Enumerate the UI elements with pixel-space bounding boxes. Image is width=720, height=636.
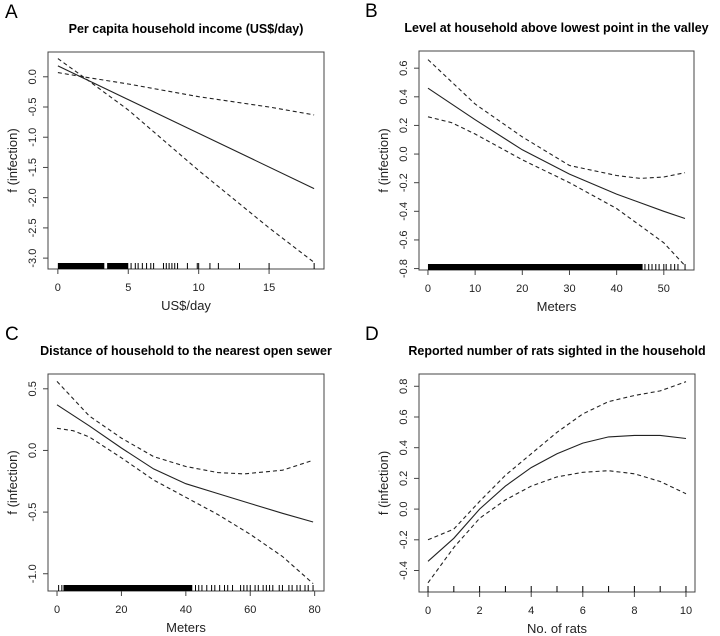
confidence-band-line [56,381,314,475]
panel-label: D [365,324,379,345]
x-axis-label: Meters [537,299,577,314]
fit-line [56,404,314,523]
y-tick-label: -0.2 [398,173,410,192]
panel-title: Level at household above lowest point in… [404,21,708,35]
x-tick-label: 0 [55,282,61,294]
confidence-band-line [427,116,686,267]
y-tick-label: 0.6 [398,409,410,424]
x-tick-label: 20 [516,283,528,295]
panel-A: A Per capita household income (US$/day) 0 5… [5,2,325,313]
y-axis-label: f (infection) [376,451,391,515]
x-tick-label: 20 [115,604,127,616]
y-tick-label: 0.0 [27,443,39,458]
confidence-band-line [57,58,315,263]
y-tick-label: -0.8 [398,259,410,278]
y-tick-label: -0.4 [398,202,410,221]
x-axis-label: No. of rats [527,621,587,636]
y-tick-label: 0.8 [398,379,410,394]
y-tick-label: 0.6 [398,61,410,76]
y-tick-label: 0.5 [27,381,39,396]
y-tick-label: 0.4 [398,89,410,104]
x-tick-label: 10 [680,605,692,617]
confidence-band-line [56,427,314,585]
confidence-band-line [427,470,687,584]
panel-label: B [365,1,378,22]
y-tick-label: 0.2 [398,471,410,486]
x-tick-label: 40 [180,604,192,616]
y-tick-label: -1.0 [27,128,39,147]
panel-title: Distance of household to the nearest ope… [40,344,332,358]
rug-dense [107,263,129,269]
x-tick-label: 50 [658,283,670,295]
rug-dense [63,585,193,591]
x-tick-label: 60 [244,604,256,616]
x-tick-label: 10 [193,282,205,294]
y-tick-label: -0.5 [27,98,39,117]
y-tick-label: -0.6 [398,230,410,249]
x-axis-label: US$/day [161,298,211,313]
x-tick-label: 0 [54,604,60,616]
x-tick-label: 4 [528,605,534,617]
plot-box [47,51,325,270]
x-axis-label: Meters [166,620,206,635]
y-axis-label: f (infection) [5,450,20,514]
x-tick-label: 0 [425,283,431,295]
confidence-band-line [427,381,687,541]
x-tick-label: 8 [631,605,637,617]
plot-box [418,50,695,271]
y-tick-label: -0.4 [398,561,410,580]
panel-title: Reported number of rats sighted in the h… [408,344,705,358]
plot-box [418,373,696,593]
panel-C: C Distance of household to the nearest op… [5,324,332,635]
rug-dense [427,264,643,270]
y-tick-label: -1.5 [27,158,39,177]
y-axis-label: f (infection) [5,128,20,192]
panel-title: Per capita household income (US$/day) [69,22,304,36]
y-tick-label: 0.0 [398,501,410,516]
rug-dense [57,263,105,269]
y-tick-label: -3.0 [27,249,39,268]
y-tick-label: 0.0 [398,146,410,161]
panel-D: D Reported number of rats sighted in the … [365,324,706,636]
x-tick-label: 5 [125,282,131,294]
panel-label: A [5,2,18,23]
panel-B: B Level at household above lowest point i… [365,1,709,314]
y-tick-label: -2.0 [27,188,39,207]
x-tick-label: 10 [469,283,481,295]
x-tick-label: 2 [477,605,483,617]
y-tick-label: -0.2 [398,530,410,549]
y-tick-label: -0.5 [27,503,39,522]
x-tick-label: 80 [309,604,321,616]
fit-line [427,434,687,562]
y-tick-label: 0.4 [398,440,410,455]
plot-box [47,373,325,592]
x-tick-label: 15 [263,282,275,294]
x-tick-label: 40 [611,283,623,295]
y-axis-label: f (infection) [376,128,391,192]
y-tick-label: 0.2 [398,118,410,133]
x-tick-label: 0 [425,605,431,617]
confidence-band-line [427,59,686,179]
y-tick-label: -2.5 [27,218,39,237]
x-tick-label: 6 [580,605,586,617]
panel-label: C [5,324,19,345]
fit-line [427,87,686,220]
confidence-band-line [57,72,315,116]
y-tick-label: 0.0 [27,69,39,84]
x-tick-label: 30 [563,283,575,295]
y-tick-label: -1.0 [27,564,39,583]
fit-line [57,65,315,190]
